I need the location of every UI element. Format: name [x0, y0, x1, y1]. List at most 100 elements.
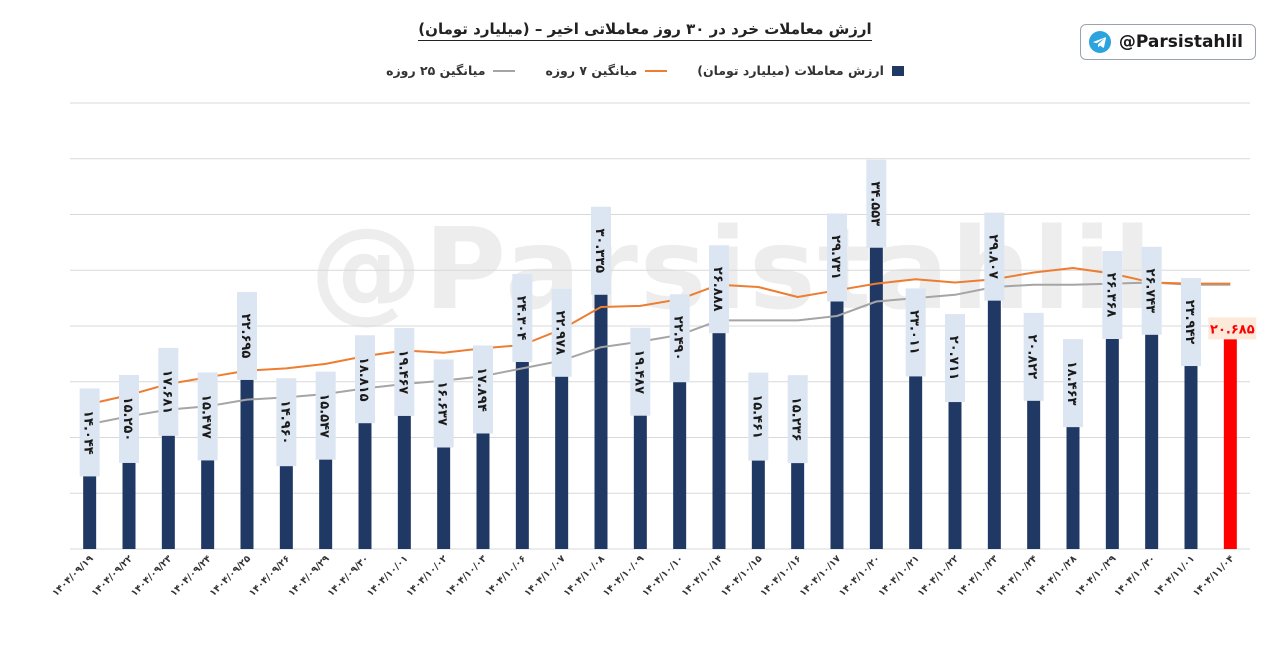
- svg-text:۱۸.۸۱۵: ۱۸.۸۱۵: [356, 357, 371, 402]
- legend-swatch-ma7: [645, 69, 668, 72]
- svg-text:۱۹.۴۸۷: ۱۹.۴۸۷: [631, 349, 646, 394]
- data-label: ۲۴.۳۰۴: [512, 274, 533, 363]
- x-tick-label: ۱۴۰۴/۱۰/۱۵: [719, 553, 765, 599]
- telegram-icon: [1088, 31, 1111, 53]
- legend-label-ma25: میانگین ۲۵ روزه: [386, 63, 486, 78]
- data-label: ۳۴.۵۵۳: [866, 159, 887, 248]
- data-label: ۲۲.۹۷۸: [551, 288, 572, 377]
- svg-text:۱۷.۶۸۱: ۱۷.۶۸۱: [159, 370, 174, 415]
- data-label: ۲۳.۹۴۲: [1181, 278, 1201, 367]
- channel-badge[interactable]: @Parsistahlil: [1079, 24, 1256, 60]
- svg-text:۱۴.۰۴۴: ۱۴.۰۴۴: [81, 410, 96, 455]
- x-tick-label: ۱۴۰۴/۱۰/۲۳: [955, 553, 1001, 599]
- data-label: ۱۵.۲۳۶: [787, 375, 808, 464]
- x-tick-label: ۱۴۰۴/۱۰/۳۰: [1112, 553, 1157, 598]
- x-tick-label: ۱۴۰۴/۱۱/۰۴: [1191, 553, 1237, 599]
- svg-text:۱۵.۲۵۰: ۱۵.۲۵۰: [120, 397, 135, 442]
- svg-text:۱۵.۲۳۶: ۱۵.۲۳۶: [789, 397, 804, 442]
- channel-handle: @Parsistahlil: [1118, 32, 1243, 52]
- data-label: ۲۰.۸۲۲: [1023, 312, 1044, 401]
- legend-swatch-bar: [891, 65, 904, 76]
- x-tick-label: ۱۴۰۴/۰۹/۲۲: [90, 553, 136, 599]
- data-label: ۱۶.۶۳۷: [433, 359, 454, 448]
- data-label: ۱۵.۲۵۰: [119, 374, 139, 463]
- x-tick-label: ۱۴۰۴/۱۰/۰۱: [365, 553, 410, 598]
- svg-text:۲۰.۷۱۱: ۲۰.۷۱۱: [946, 336, 961, 381]
- svg-text:۲۶.۸۸۸: ۲۶.۸۸۸: [710, 267, 725, 312]
- data-label: ۲۶.۳۶۸: [1102, 250, 1123, 339]
- data-label: ۲۰.۶۸۵: [1208, 317, 1257, 340]
- data-label: ۲۲.۴۹۰: [669, 294, 690, 383]
- svg-text:۱۷.۸۹۴: ۱۷.۸۹۴: [474, 367, 489, 412]
- x-tick-label: ۱۴۰۴/۱۰/۱۷: [798, 553, 844, 599]
- data-label: ۲۶.۸۸۸: [709, 245, 729, 334]
- legend: ارزش معاملات (میلیارد تومان) میانگین ۷ ر…: [0, 63, 1280, 78]
- svg-text:۲۶.۳۶۸: ۲۶.۳۶۸: [1103, 273, 1118, 318]
- x-tick-label: ۱۴۰۴/۱۰/۰۳: [444, 553, 490, 599]
- data-label: ۱۸.۴۶۳: [1063, 339, 1083, 428]
- svg-text:۱۸.۴۶۳: ۱۸.۴۶۳: [1064, 361, 1079, 406]
- legend-item-ma7: میانگین ۷ روزه: [545, 63, 668, 78]
- x-tick-label: ۱۴۰۴/۰۹/۱۹: [50, 553, 96, 599]
- data-label: ۱۹.۴۸۷: [630, 327, 651, 416]
- x-tick-label: ۱۴۰۴/۱۰/۰۸: [562, 553, 608, 599]
- svg-text:۲۹.۷۳۱: ۲۹.۷۳۱: [828, 235, 843, 280]
- series-line-ma25: [89, 281, 1231, 426]
- x-tick-label: ۱۴۰۴/۱۰/۲۸: [1034, 553, 1080, 599]
- x-tick-label: ۱۴۰۴/۱۰/۰۷: [522, 553, 568, 599]
- data-label: ۳۰.۳۳۵: [591, 206, 611, 295]
- svg-text:۲۰.۶۸۵: ۲۰.۶۸۵: [1210, 322, 1255, 337]
- data-label: ۲۲.۶۹۵: [237, 291, 257, 380]
- data-label: ۱۷.۸۹۴: [473, 345, 493, 434]
- x-tick-label: ۱۴۰۴/۱۱/۰۱: [1152, 553, 1197, 598]
- x-tick-label: ۱۴۰۴/۱۰/۰۹: [601, 553, 647, 599]
- x-tick-label: ۱۴۰۴/۱۰/۲۹: [1073, 553, 1119, 599]
- x-tick-label: ۱۴۰۴/۰۹/۲۹: [286, 553, 332, 599]
- x-tick-label: ۱۴۰۴/۱۰/۲۲: [916, 553, 962, 599]
- x-tick-label: ۱۴۰۴/۰۹/۲۴: [168, 553, 214, 599]
- data-label: ۱۵.۴۷۷: [197, 372, 218, 461]
- svg-text:۱۵.۴۶۱: ۱۵.۴۶۱: [749, 394, 764, 439]
- x-tick-label: ۱۴۰۴/۱۰/۰۶: [483, 553, 528, 598]
- svg-text:۱۴.۹۶۰: ۱۴.۹۶۰: [277, 400, 292, 445]
- x-tick-label: ۱۴۰۴/۰۹/۲۵: [208, 553, 254, 599]
- data-label: ۱۷.۶۸۱: [158, 347, 179, 436]
- svg-text:۱۹.۴۶۷: ۱۹.۴۶۷: [395, 350, 410, 395]
- data-label: ۲۶.۷۴۳: [1141, 246, 1162, 335]
- x-tick-label: ۱۴۰۴/۱۰/۲۰: [837, 553, 882, 598]
- x-tick-label: ۱۴۰۴/۱۰/۲۴: [994, 553, 1040, 599]
- svg-text:۲۳.۰۱۱: ۲۳.۰۱۱: [907, 310, 922, 355]
- svg-text:۲۹.۸۰۷: ۲۹.۸۰۷: [985, 234, 1000, 279]
- data-label: ۱۵.۴۶۱: [748, 372, 769, 461]
- legend-item-value: ارزش معاملات (میلیارد تومان): [697, 63, 904, 78]
- x-tick-label: ۱۴۰۴/۱۰/۱۶: [758, 553, 803, 598]
- data-label: ۱۴.۹۶۰: [276, 378, 297, 467]
- chart-title: ارزش معاملات خرد در ۳۰ روز معاملاتی اخیر…: [0, 20, 1280, 41]
- x-tick-label: ۱۴۰۴/۱۰/۲۱: [876, 553, 921, 598]
- data-label: ۲۹.۷۳۱: [827, 213, 847, 302]
- svg-text:۲۲.۹۷۸: ۲۲.۹۷۸: [553, 310, 568, 355]
- svg-text:۱۵.۵۴۷: ۱۵.۵۴۷: [317, 393, 332, 438]
- data-label: ۱۴.۰۴۴: [79, 388, 100, 477]
- data-label: ۲۰.۷۱۱: [945, 314, 965, 403]
- svg-text:۱۵.۴۷۷: ۱۵.۴۷۷: [199, 394, 214, 439]
- series-line-ma7: [89, 267, 1231, 405]
- bar: [869, 163, 883, 549]
- chart-title-text: ارزش معاملات خرد در ۳۰ روز معاملاتی اخیر…: [418, 20, 872, 41]
- svg-text:۱۶.۶۳۷: ۱۶.۶۳۷: [435, 381, 450, 426]
- svg-text:۲۰.۸۲۲: ۲۰.۸۲۲: [1025, 335, 1040, 380]
- data-label: ۲۳.۰۱۱: [905, 288, 926, 377]
- x-tick-label: ۱۴۰۴/۱۰/۱۰: [640, 553, 685, 598]
- svg-text:۳۰.۳۳۵: ۳۰.۳۳۵: [592, 228, 607, 273]
- legend-label-ma7: میانگین ۷ روزه: [545, 63, 638, 78]
- bar: [594, 210, 608, 549]
- data-label: ۱۹.۴۶۷: [394, 327, 415, 416]
- x-tick-label: ۱۴۰۴/۱۰/۰۲: [404, 553, 450, 599]
- data-label: ۱۵.۵۴۷: [315, 371, 336, 460]
- svg-text:۲۲.۶۹۵: ۲۲.۶۹۵: [238, 314, 253, 359]
- legend-item-ma25: میانگین ۲۵ روزه: [386, 63, 516, 78]
- svg-text:۲۳.۹۴۲: ۲۳.۹۴۲: [1182, 300, 1197, 345]
- legend-label-value: ارزش معاملات (میلیارد تومان): [697, 63, 884, 78]
- svg-text:۳۴.۵۵۳: ۳۴.۵۵۳: [867, 181, 882, 226]
